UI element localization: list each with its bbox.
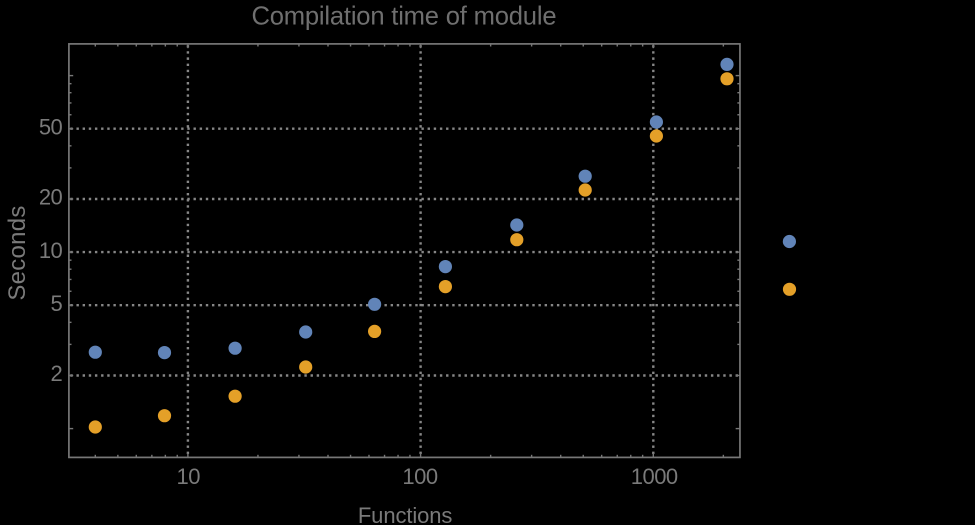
svg-text:100: 100 — [402, 464, 437, 489]
svg-text:5: 5 — [51, 291, 63, 316]
svg-text:Compilation time of module: Compilation time of module — [251, 2, 556, 30]
svg-text:10: 10 — [39, 238, 63, 263]
svg-text:2: 2 — [51, 361, 63, 386]
svg-text:50: 50 — [39, 114, 63, 139]
svg-text:Functions: Functions — [358, 503, 453, 525]
svg-text:10: 10 — [176, 464, 200, 489]
svg-text:20: 20 — [39, 185, 63, 210]
svg-text:1000: 1000 — [631, 464, 678, 489]
svg-text:Seconds: Seconds — [4, 205, 31, 300]
